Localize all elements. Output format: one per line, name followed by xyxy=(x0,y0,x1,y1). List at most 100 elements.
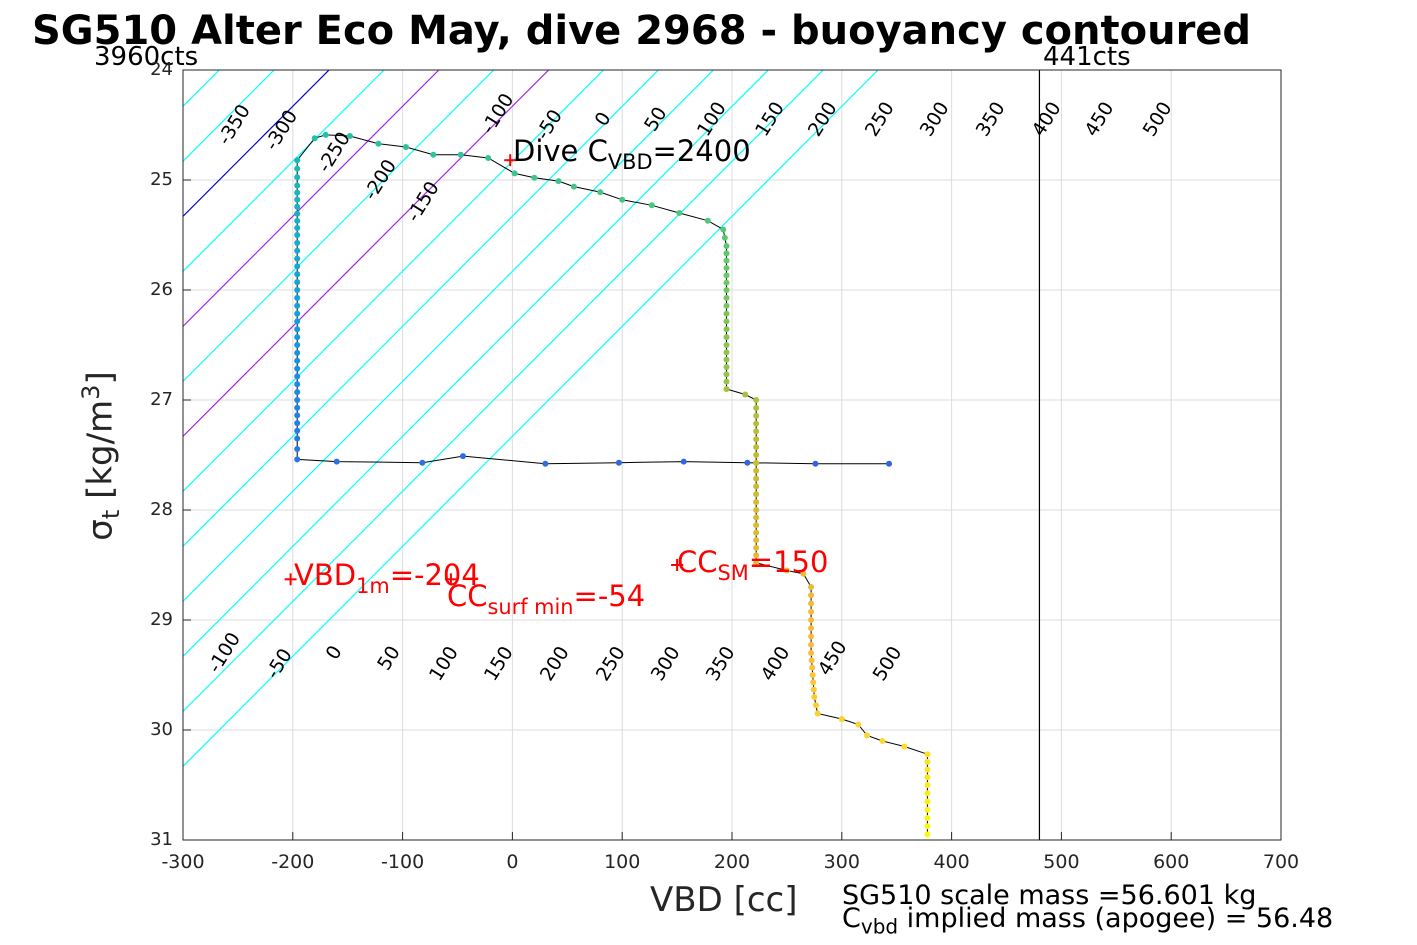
descent-point xyxy=(402,144,409,150)
ascent-point xyxy=(294,310,301,317)
ascent-point xyxy=(294,334,301,341)
ascent-point xyxy=(294,203,301,210)
ascent-point xyxy=(294,397,301,403)
descent-point xyxy=(753,397,760,403)
x-axis-label: VBD [cc] xyxy=(650,880,798,920)
ascent-point xyxy=(294,435,301,442)
ascent-point xyxy=(294,381,301,388)
ascent-point xyxy=(294,294,301,301)
y-tick-label: 26 xyxy=(150,279,173,300)
descent-point xyxy=(723,257,730,264)
descent-point xyxy=(723,349,730,356)
x-tick-label: -300 xyxy=(161,851,204,873)
y-tick-label: 25 xyxy=(150,169,173,190)
descent-point xyxy=(901,743,908,750)
x-tick-label: 300 xyxy=(824,851,860,873)
descent-point xyxy=(648,202,655,209)
contour-line xyxy=(183,70,495,383)
vbd-1m-annotation: VBD1m=-204 xyxy=(294,558,480,598)
ascent-point xyxy=(294,365,301,372)
ascent-point xyxy=(294,247,301,254)
axes: 24 25 26 27 28 29 30 31-300 -100 -200 0 100 200 300 40… xyxy=(150,59,1299,873)
ascent-point xyxy=(294,342,301,348)
descent-point xyxy=(753,514,760,521)
descent-point xyxy=(924,823,931,830)
descent-point xyxy=(753,537,760,544)
descent-point xyxy=(723,250,730,257)
descent-point xyxy=(723,326,730,333)
descent-point xyxy=(430,151,437,158)
descent-point xyxy=(808,650,815,656)
descent-point xyxy=(753,475,760,482)
ascent-point xyxy=(542,460,549,467)
descent-point xyxy=(808,633,815,640)
ascent-point xyxy=(294,174,301,181)
descent-point xyxy=(723,279,730,286)
descent-point xyxy=(809,672,816,678)
ascent-point xyxy=(294,318,301,325)
descent-point xyxy=(783,567,790,574)
descent-point xyxy=(753,452,760,458)
descent-point xyxy=(597,189,604,196)
descent-point xyxy=(924,815,931,821)
descent-point xyxy=(619,196,626,203)
descent-point xyxy=(924,831,931,838)
marker-dive-cvbd xyxy=(504,154,517,167)
descent-point xyxy=(855,721,862,728)
descent-point xyxy=(809,664,816,671)
ascent-point xyxy=(294,373,301,380)
descent-point xyxy=(723,386,730,392)
y-axis-label: σt [kg/m3] xyxy=(76,371,126,541)
ascent-point xyxy=(294,210,301,217)
ascent-point xyxy=(294,279,301,286)
y-tick-label: 31 xyxy=(150,829,173,850)
ascent-point xyxy=(294,255,301,262)
descent-point xyxy=(753,444,760,451)
contour-line xyxy=(0,70,55,840)
cc-sm-annotation: CCSM=150 xyxy=(677,545,828,585)
ascent-point xyxy=(294,357,301,364)
descent-point xyxy=(531,174,538,181)
ascent-point xyxy=(886,460,893,467)
descent-point xyxy=(721,234,728,241)
descent-point xyxy=(924,798,931,805)
descent-point xyxy=(753,491,760,498)
descent-point xyxy=(570,183,577,190)
descent-point xyxy=(485,155,492,161)
descent-point xyxy=(753,459,760,466)
descent-point xyxy=(808,600,815,607)
x-tick-label: 400 xyxy=(933,851,969,873)
ascent-point xyxy=(294,217,301,224)
contour-line xyxy=(183,70,879,768)
descent-point xyxy=(723,356,730,363)
ascent-point xyxy=(680,458,687,465)
ascent-point xyxy=(294,389,301,396)
descent-point xyxy=(322,131,329,138)
descent-point xyxy=(723,302,730,309)
descent-point xyxy=(864,732,871,739)
descent-point xyxy=(814,710,821,717)
contour-line xyxy=(183,70,769,658)
ascent-point xyxy=(294,182,301,189)
descent-point xyxy=(723,318,730,325)
descent-point xyxy=(723,243,730,249)
grid-lines xyxy=(182,69,1282,841)
descent-point xyxy=(723,342,730,348)
contour-line xyxy=(183,70,714,603)
descent-point xyxy=(924,751,931,758)
data-points xyxy=(294,131,931,838)
contour-line xyxy=(183,70,824,713)
descent-point xyxy=(511,170,518,177)
descent-point xyxy=(723,371,730,378)
right-counts-label: 441cts xyxy=(1043,42,1131,72)
ascent-point xyxy=(294,232,301,238)
descent-point xyxy=(753,507,760,513)
descent-point xyxy=(800,570,807,577)
marker-cc-sm xyxy=(671,559,684,571)
descent-point xyxy=(723,265,730,271)
ascent-point xyxy=(294,189,301,196)
descent-point xyxy=(555,178,562,185)
descent-point xyxy=(924,774,931,781)
ascent-point xyxy=(419,459,426,466)
